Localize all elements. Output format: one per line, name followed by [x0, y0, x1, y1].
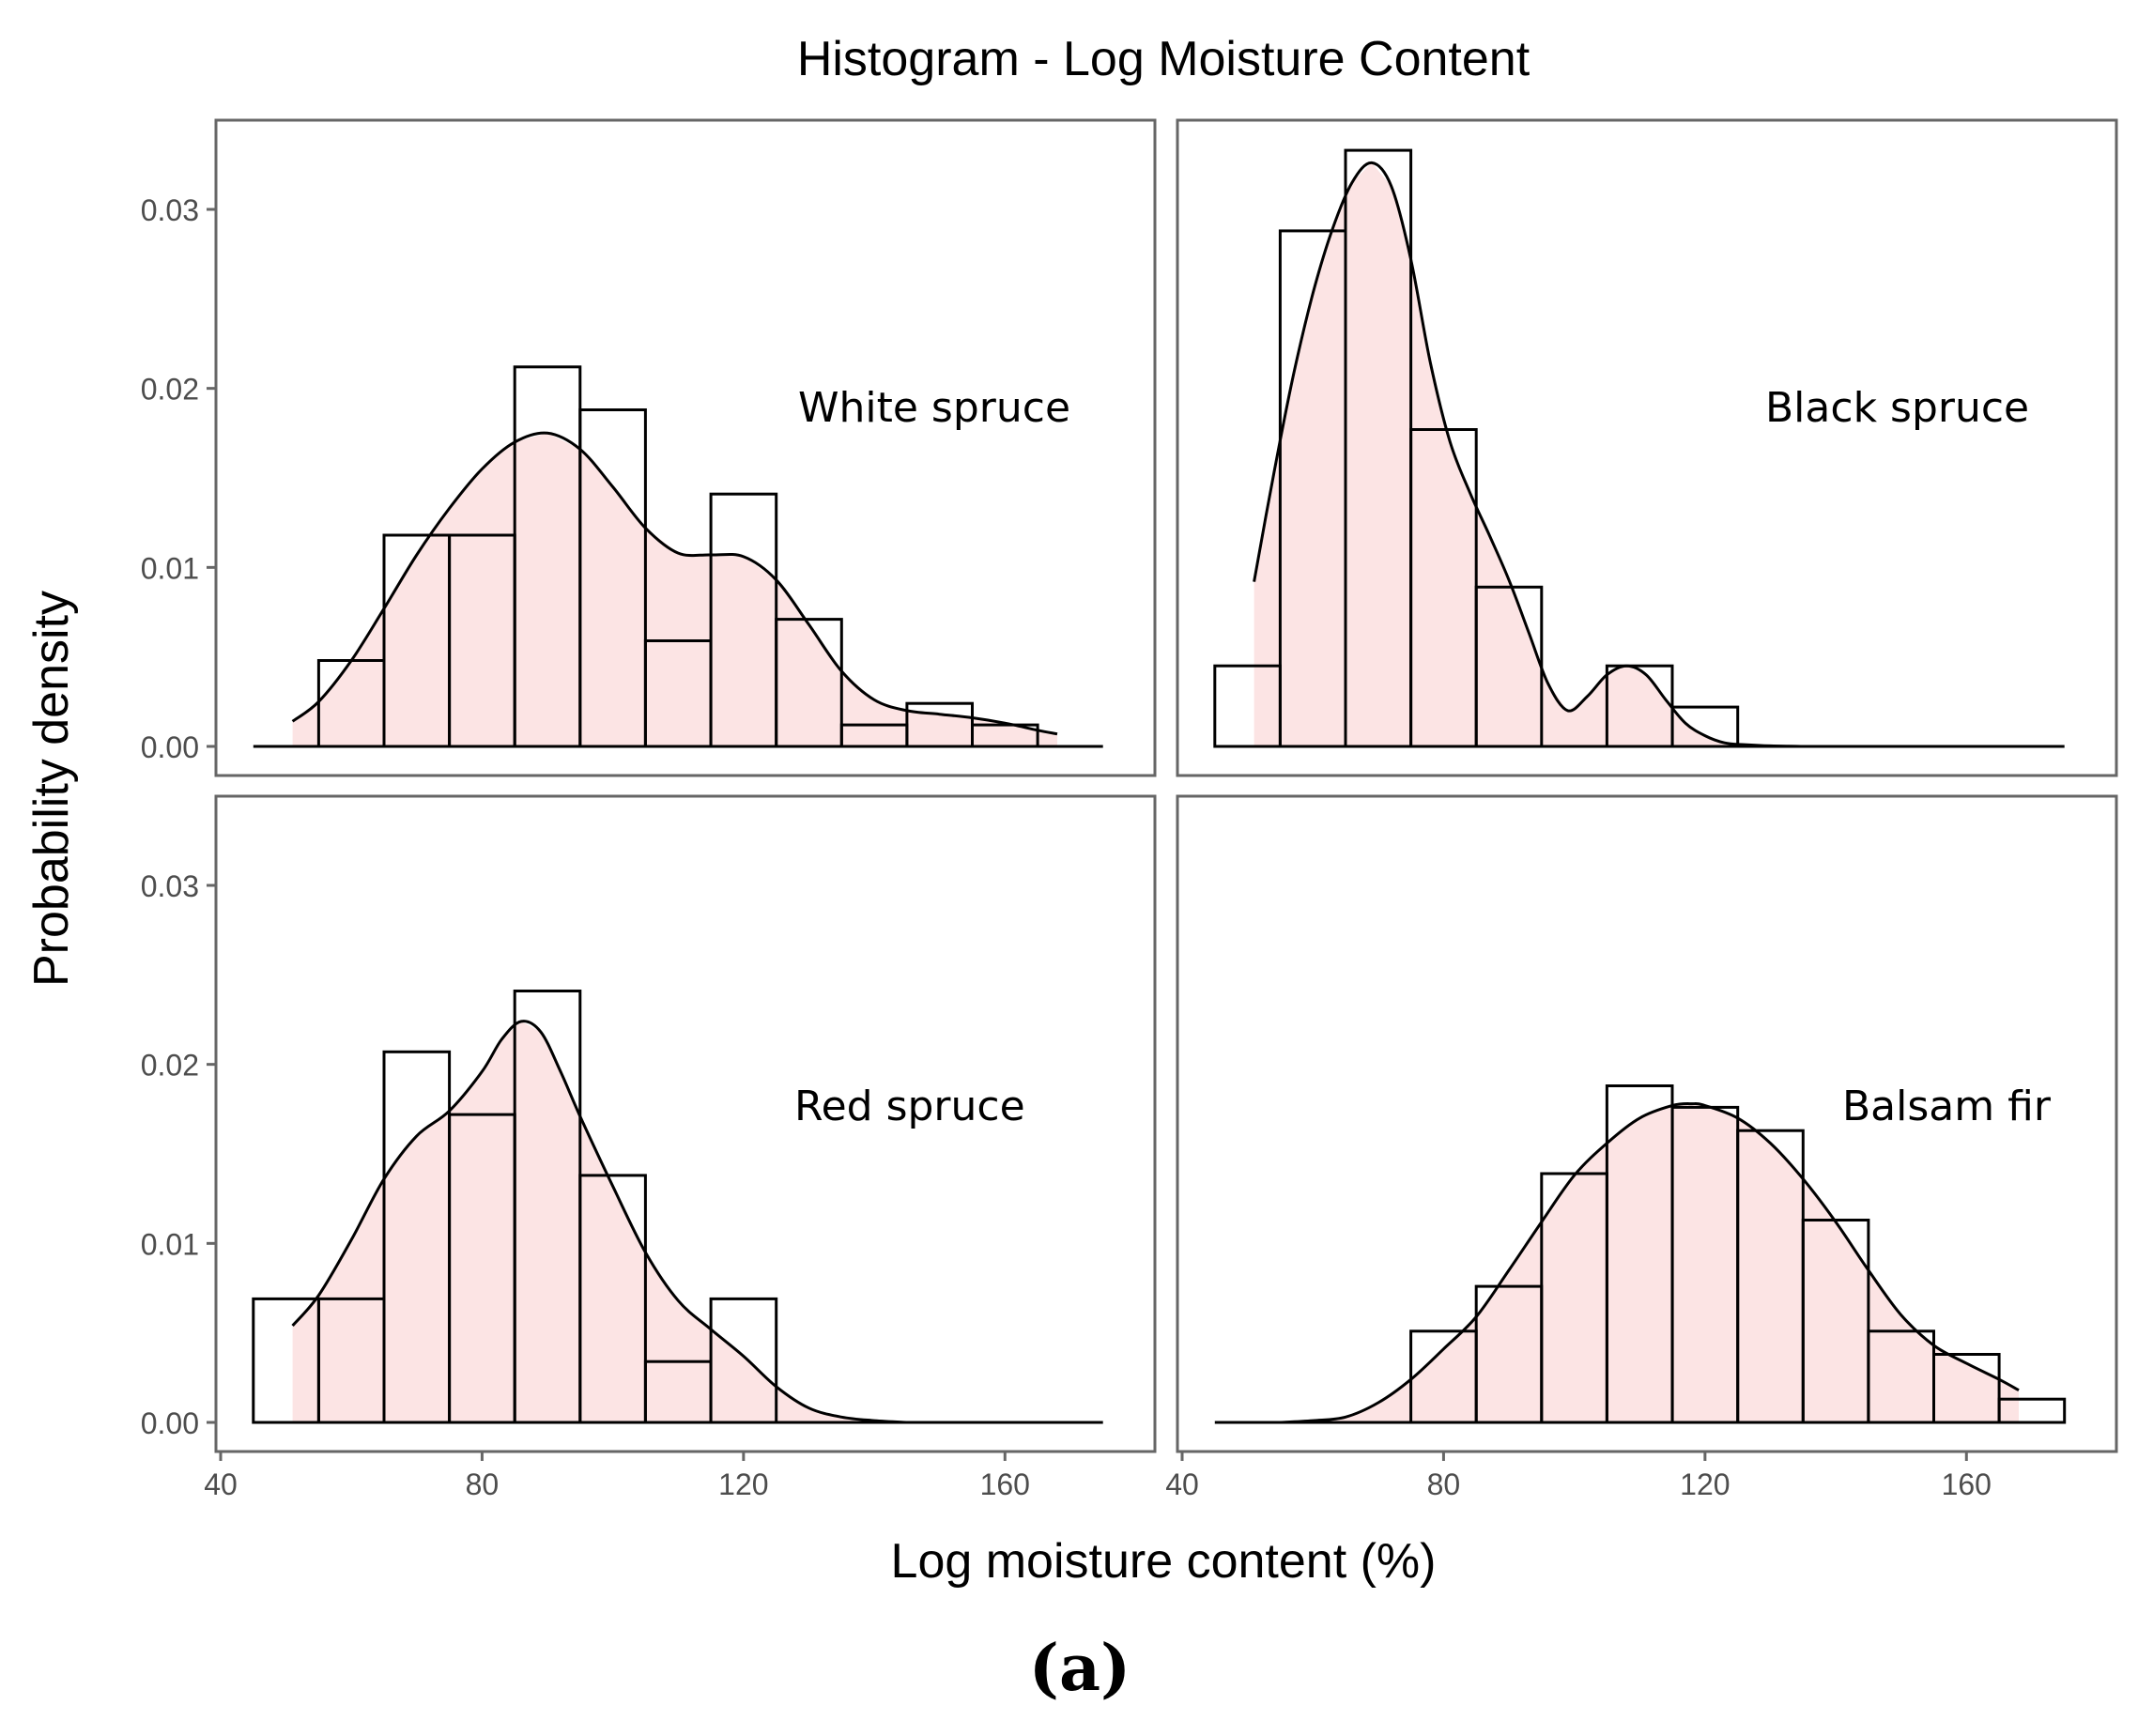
- panel-label: Balsam fir: [1842, 1083, 2052, 1130]
- panel-label: Black spruce: [1765, 384, 2029, 432]
- figure-caption: (a): [1029, 1631, 1131, 1706]
- panel-frame: [1176, 118, 2118, 777]
- panels: White spruce 0.00 0.01 0.02 0.03 Black spruce…: [141, 118, 2118, 1501]
- x-tick-label: 120: [1680, 1467, 1730, 1501]
- density-area: [1280, 1103, 2019, 1422]
- panel-balsam-fir: Balsam fir 40 80 120 160: [1165, 794, 2118, 1501]
- density-curve: [1280, 1102, 2020, 1424]
- y-tick-label: 0.00: [141, 730, 199, 764]
- panel-black-spruce: Black spruce: [1176, 118, 2118, 777]
- histogram-bar: [578, 1174, 647, 1424]
- panel-frame: [214, 118, 1157, 777]
- y-tick-label: 0.03: [141, 193, 199, 227]
- panel-white-spruce: White spruce 0.00 0.01 0.02 0.03: [141, 118, 1157, 777]
- panel-frame: [1176, 794, 2118, 1453]
- y-tick-label: 0.02: [141, 1049, 199, 1083]
- histogram-bar: [578, 408, 647, 748]
- panel-label: White spruce: [798, 384, 1070, 432]
- panel-label: Red spruce: [794, 1083, 1025, 1130]
- density-curve: [1253, 161, 1804, 748]
- y-tick-label: 0.02: [141, 373, 199, 407]
- x-tick-label: 80: [1427, 1467, 1461, 1501]
- chart-title: Histogram - Log Moisture Content: [797, 32, 1530, 86]
- density-curve: [291, 431, 1058, 736]
- panel-frame: [214, 794, 1157, 1453]
- y-tick-label: 0.01: [141, 551, 199, 585]
- histogram-bar: [1670, 705, 1740, 748]
- x-tick-label: 80: [466, 1467, 500, 1501]
- histogram-bar: [1997, 1397, 2067, 1424]
- x-tick-label: 40: [204, 1467, 238, 1501]
- density-area: [292, 433, 1058, 746]
- histogram-bar: [1932, 1353, 2001, 1424]
- density-curve: [291, 1020, 907, 1424]
- x-tick-label: 40: [1165, 1467, 1199, 1501]
- density-area: [292, 1021, 907, 1422]
- histogram-bar: [709, 1297, 778, 1424]
- x-tick-label: 160: [1942, 1467, 1992, 1501]
- x-tick-label: 160: [980, 1467, 1030, 1501]
- x-tick-label: 120: [718, 1467, 768, 1501]
- density-area: [1254, 162, 1804, 746]
- y-axis-label: Probability density: [24, 591, 79, 987]
- y-tick-label: 0.00: [141, 1406, 199, 1440]
- histogram-bar: [971, 723, 1039, 748]
- panel-red-spruce: Red spruce 0.00 0.01 0.02 0.03 40 80 120 160: [141, 794, 1157, 1501]
- y-tick-label: 0.01: [141, 1227, 199, 1261]
- y-tick-label: 0.03: [141, 869, 199, 903]
- x-axis-label: Log moisture content (%): [891, 1534, 1437, 1589]
- histogram-bar: [775, 618, 843, 748]
